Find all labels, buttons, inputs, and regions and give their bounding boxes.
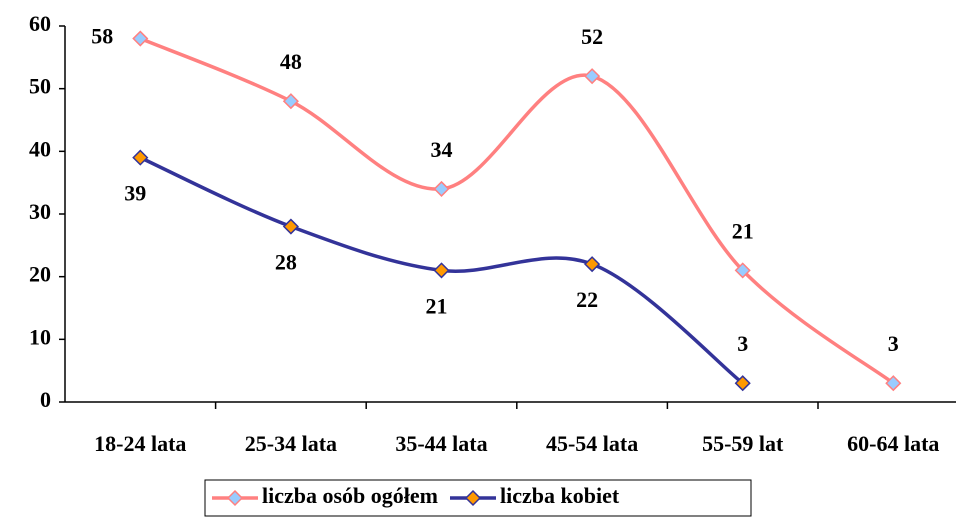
- marker: [584, 68, 601, 85]
- legend-label: liczba kobiet: [500, 483, 620, 508]
- marker: [734, 375, 751, 392]
- marker: [584, 256, 601, 273]
- data-label: 48: [280, 49, 302, 74]
- x-tick-label: 25-34 lata: [245, 431, 337, 456]
- data-label: 34: [431, 137, 453, 162]
- marker: [885, 375, 902, 392]
- marker: [132, 30, 149, 47]
- marker: [734, 262, 751, 279]
- data-label: 21: [426, 293, 448, 318]
- legend-marker: [464, 489, 482, 507]
- y-tick-label: 50: [29, 74, 51, 99]
- marker: [282, 93, 299, 110]
- y-tick-label: 60: [29, 11, 51, 36]
- data-label: 3: [737, 331, 748, 356]
- data-label: 39: [124, 181, 146, 206]
- x-tick-label: 35-44 lata: [395, 431, 487, 456]
- x-tick-label: 18-24 lata: [94, 431, 186, 456]
- data-label: 21: [732, 218, 754, 243]
- data-label: 58: [91, 24, 113, 49]
- data-label: 52: [581, 24, 603, 49]
- legend: liczba osób ogółem liczba kobiet: [204, 479, 752, 517]
- y-tick-label: 10: [29, 324, 51, 349]
- x-tick-label: 45-54 lata: [546, 431, 638, 456]
- y-tick-label: 20: [29, 262, 51, 287]
- y-tick-label: 0: [40, 387, 51, 412]
- x-tick-label: 55-59 lat: [702, 431, 784, 456]
- marker: [433, 180, 450, 197]
- legend-marker: [226, 489, 244, 507]
- legend-label: liczba osób ogółem: [262, 483, 438, 508]
- x-tick-label: 60-64 lata: [847, 431, 939, 456]
- y-tick-label: 40: [29, 136, 51, 161]
- marker: [132, 149, 149, 166]
- data-label: 28: [275, 250, 297, 275]
- y-tick-label: 30: [29, 199, 51, 224]
- data-label: 3: [888, 331, 899, 356]
- data-label: 22: [576, 287, 598, 312]
- marker: [282, 218, 299, 235]
- marker: [433, 262, 450, 279]
